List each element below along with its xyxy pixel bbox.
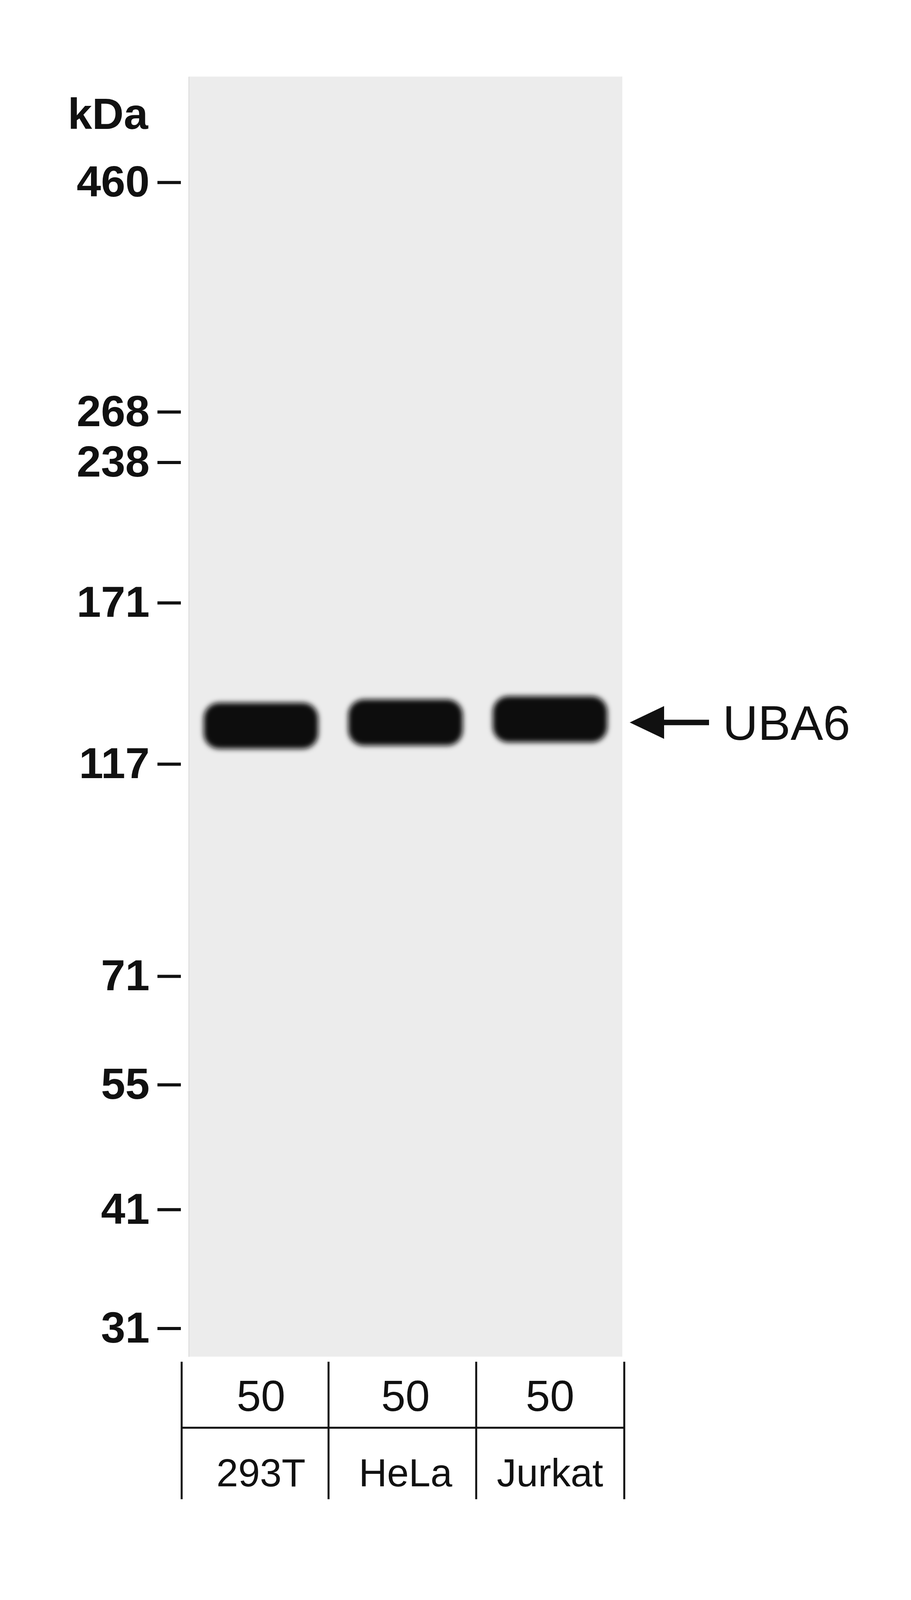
table-rule [475, 1361, 478, 1500]
tick-label: 117 [78, 738, 150, 788]
tick-mark [157, 601, 181, 605]
y-axis: 460 268238 171 117 71 55 41 31 [76, 76, 189, 1358]
tick-label: 171 [76, 577, 150, 627]
tick: 171 [76, 577, 181, 627]
band [492, 696, 608, 743]
annotation: UBA6 [629, 695, 851, 751]
tick-label: 268 [76, 386, 150, 436]
tick-mark [157, 1327, 181, 1331]
bands [203, 696, 608, 749]
unit-label: kDa [67, 89, 149, 139]
lane-table: 50 293T 50 HeLa 50 Jurkat [181, 1361, 625, 1500]
tick-label: 460 [76, 157, 150, 206]
band [348, 699, 463, 746]
figure: 46026823817111771554131kDa50293T50HeLa50… [0, 0, 911, 1600]
membrane [188, 76, 623, 1357]
tick: 31 [100, 1303, 181, 1353]
table-rule [327, 1361, 330, 1500]
load-label: 50 [236, 1371, 286, 1421]
table-rule [623, 1361, 626, 1500]
tick: 268 [76, 386, 181, 436]
band [203, 702, 318, 749]
table-rule [181, 1427, 625, 1430]
tick: 117 [78, 738, 181, 788]
tick-label: 55 [100, 1059, 150, 1109]
table-rule [180, 1361, 183, 1500]
tick-mark [157, 460, 181, 465]
tick-mark [157, 180, 181, 184]
tick: 55 [100, 1059, 181, 1109]
lane-label: 293T [216, 1450, 306, 1495]
tick-mark [157, 1083, 181, 1087]
tick-mark [157, 975, 181, 979]
arrow-head [629, 706, 665, 740]
tick: 71 [100, 950, 181, 1000]
tick-mark [157, 410, 181, 414]
tick-mark [157, 1208, 181, 1212]
load-label: 50 [525, 1371, 575, 1421]
tick: 460 [76, 157, 181, 206]
lane-label: Jurkat [496, 1450, 604, 1495]
tick-label: 238 [76, 437, 150, 486]
tick: 238 [76, 437, 181, 486]
tick-mark [157, 762, 181, 766]
tick-label: 41 [100, 1184, 150, 1234]
tick: 41 [100, 1184, 181, 1234]
lane-label: HeLa [358, 1450, 452, 1495]
axis-line [188, 76, 190, 1358]
load-label: 50 [381, 1371, 431, 1421]
annotation-label: UBA6 [722, 695, 851, 751]
tick-label: 71 [100, 950, 150, 1000]
tick-label: 31 [100, 1303, 150, 1353]
